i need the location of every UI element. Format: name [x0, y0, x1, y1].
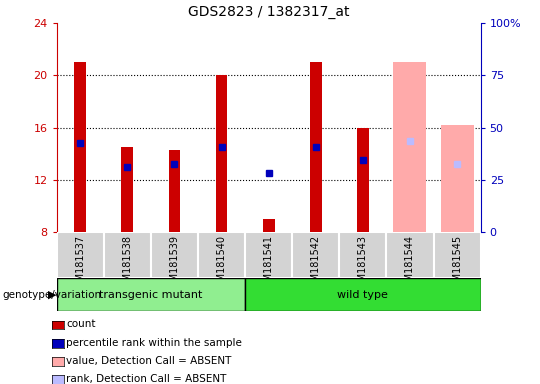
Text: GSM181540: GSM181540 — [217, 235, 227, 294]
Text: percentile rank within the sample: percentile rank within the sample — [66, 338, 242, 348]
Bar — [339, 232, 387, 278]
Bar — [357, 127, 369, 232]
Bar — [387, 232, 434, 278]
Bar — [168, 150, 180, 232]
Text: GSM181543: GSM181543 — [358, 235, 368, 294]
Text: GSM181538: GSM181538 — [123, 235, 132, 294]
Bar — [75, 62, 86, 232]
Bar — [310, 62, 322, 232]
Bar — [57, 232, 104, 278]
Bar — [215, 75, 227, 232]
Text: rank, Detection Call = ABSENT: rank, Detection Call = ABSENT — [66, 374, 227, 384]
Text: genotype/variation: genotype/variation — [3, 290, 102, 300]
Bar — [245, 278, 481, 311]
Bar — [198, 232, 245, 278]
Text: GSM181539: GSM181539 — [170, 235, 179, 294]
Text: GSM181544: GSM181544 — [405, 235, 415, 294]
Bar — [104, 232, 151, 278]
Text: GSM181545: GSM181545 — [452, 235, 462, 294]
Bar — [245, 232, 292, 278]
Bar — [122, 147, 133, 232]
Text: ▶: ▶ — [48, 290, 56, 300]
Bar — [151, 232, 198, 278]
Text: transgenic mutant: transgenic mutant — [99, 290, 202, 300]
Text: wild type: wild type — [338, 290, 388, 300]
Text: GSM181541: GSM181541 — [264, 235, 274, 294]
Bar — [441, 125, 474, 232]
Bar — [263, 219, 274, 232]
Bar — [434, 232, 481, 278]
Title: GDS2823 / 1382317_at: GDS2823 / 1382317_at — [188, 5, 349, 19]
Text: GSM181542: GSM181542 — [310, 235, 321, 294]
Bar — [394, 62, 427, 232]
Text: count: count — [66, 319, 96, 329]
Text: value, Detection Call = ABSENT: value, Detection Call = ABSENT — [66, 356, 232, 366]
Bar — [57, 278, 245, 311]
Text: GSM181537: GSM181537 — [75, 235, 85, 294]
Bar — [292, 232, 339, 278]
